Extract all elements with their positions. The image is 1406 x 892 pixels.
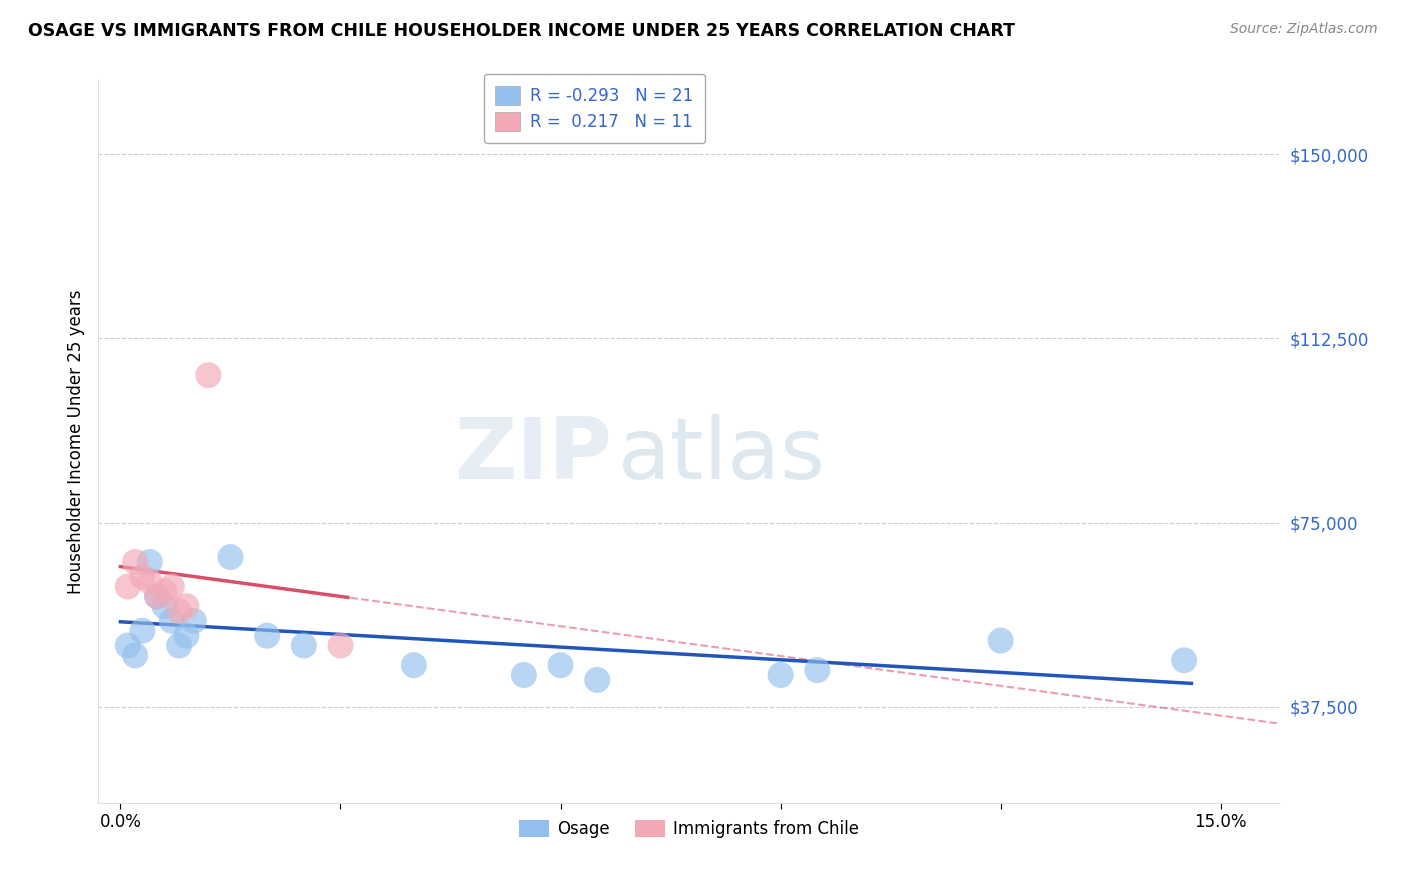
Point <box>197 368 219 383</box>
Point <box>139 555 162 569</box>
Point <box>329 639 352 653</box>
Point <box>117 639 139 653</box>
Point <box>769 668 792 682</box>
Point <box>219 549 242 564</box>
Point <box>117 580 139 594</box>
Point <box>256 629 278 643</box>
Y-axis label: Householder Income Under 25 years: Householder Income Under 25 years <box>66 289 84 594</box>
Point <box>124 555 146 569</box>
Text: ZIP: ZIP <box>454 415 612 498</box>
Point <box>167 639 190 653</box>
Point <box>160 580 183 594</box>
Text: Source: ZipAtlas.com: Source: ZipAtlas.com <box>1230 22 1378 37</box>
Point <box>292 639 315 653</box>
Point <box>990 633 1012 648</box>
Text: atlas: atlas <box>619 415 827 498</box>
Point <box>513 668 536 682</box>
Point <box>176 599 198 614</box>
Text: OSAGE VS IMMIGRANTS FROM CHILE HOUSEHOLDER INCOME UNDER 25 YEARS CORRELATION CHA: OSAGE VS IMMIGRANTS FROM CHILE HOUSEHOLD… <box>28 22 1015 40</box>
Legend: Osage, Immigrants from Chile: Osage, Immigrants from Chile <box>512 814 866 845</box>
Point <box>183 614 205 628</box>
Point <box>806 663 828 677</box>
Point <box>146 590 169 604</box>
Point <box>1173 653 1195 667</box>
Point <box>153 584 176 599</box>
Point <box>139 574 162 589</box>
Point <box>131 624 153 638</box>
Point <box>160 614 183 628</box>
Point <box>153 599 176 614</box>
Point <box>146 590 169 604</box>
Point <box>586 673 609 687</box>
Point <box>124 648 146 663</box>
Point <box>131 570 153 584</box>
Point <box>402 658 425 673</box>
Point <box>176 629 198 643</box>
Point <box>167 604 190 618</box>
Point <box>550 658 572 673</box>
